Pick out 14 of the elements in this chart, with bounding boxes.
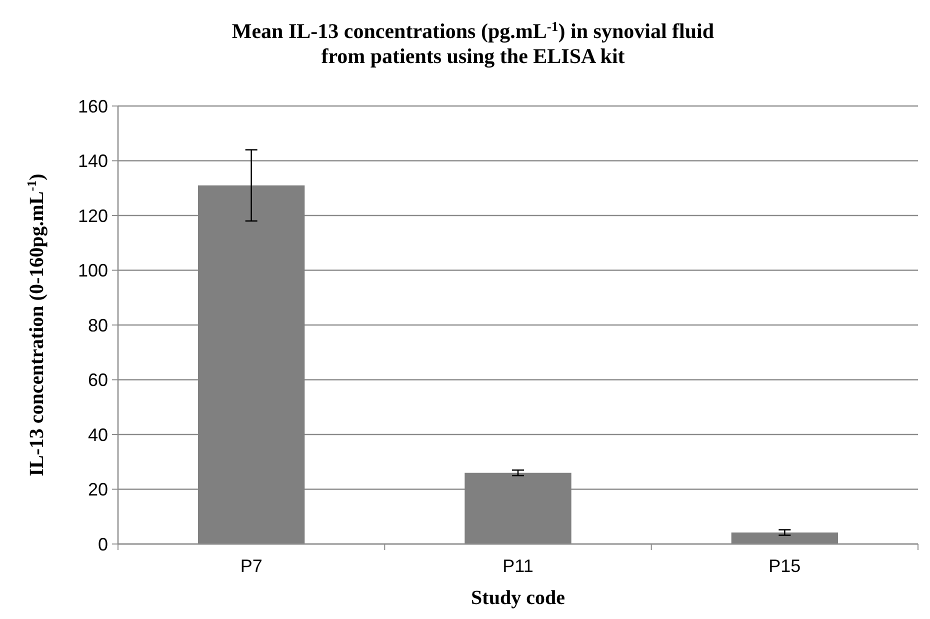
x-axis-title: Study code xyxy=(471,587,566,609)
y-tick-label: 40 xyxy=(88,424,108,445)
x-tick-label: P15 xyxy=(768,556,801,576)
y-tick-label: 120 xyxy=(78,206,108,226)
y-tick-label: 0 xyxy=(98,534,108,554)
y-tick-label: 160 xyxy=(78,96,108,116)
y-tick-label: 20 xyxy=(88,480,108,500)
chart-title: Mean IL-13 concentrations (pg.mL$^{-1}$) in synovial fluid from patients using the ELISA kit xyxy=(232,18,714,68)
y-tick-label: 80 xyxy=(88,315,108,336)
y-tick-label: 100 xyxy=(78,260,108,281)
x-tick-label: P11 xyxy=(502,556,534,576)
y-tick-label: 60 xyxy=(88,370,108,390)
y-tick-label: 140 xyxy=(78,151,108,172)
x-tick-label: P7 xyxy=(240,556,262,576)
